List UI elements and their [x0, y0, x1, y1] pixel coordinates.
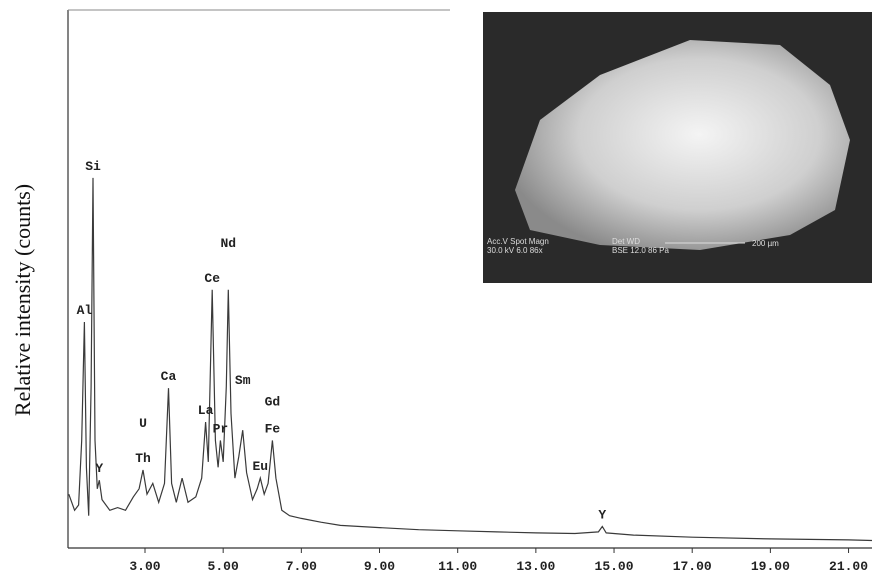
peak-label: Al — [77, 303, 93, 318]
x-tick-label: 9.00 — [364, 559, 395, 574]
peak-label: Gd — [265, 395, 281, 410]
x-tick-label: 3.00 — [129, 559, 160, 574]
peak-label: Sm — [235, 373, 251, 388]
peak-label: Ce — [204, 271, 220, 286]
x-tick-label: 17.00 — [673, 559, 712, 574]
x-tick-label: 15.00 — [595, 559, 634, 574]
inset-rock — [515, 40, 850, 250]
peak-label: Pr — [213, 421, 229, 436]
inset-label: 200 µm — [752, 239, 779, 248]
x-tick-label: 13.00 — [516, 559, 555, 574]
peak-label: Nd — [220, 236, 236, 251]
sem-inset — [483, 12, 872, 283]
spectrum-line — [68, 177, 873, 542]
peak-label: Si — [85, 159, 101, 174]
inset-label: BSE 12.0 86 Pa — [612, 246, 669, 255]
x-tick-label: 19.00 — [751, 559, 790, 574]
peak-label: Eu — [252, 459, 268, 474]
peak-label: La — [198, 403, 214, 418]
inset-label: Det WD — [612, 237, 640, 246]
x-tick-label: 21.00 — [829, 559, 868, 574]
inset-label: 30.0 kV 6.0 86x — [487, 246, 543, 255]
x-tick-label: 11.00 — [438, 559, 477, 574]
peak-label: Th — [135, 451, 151, 466]
peak-label: U — [139, 416, 147, 431]
x-tick-label: 5.00 — [208, 559, 239, 574]
peak-label: Y — [598, 507, 606, 522]
peak-label: Fe — [265, 421, 281, 436]
inset-label: Acc.V Spot Magn — [487, 237, 549, 246]
peak-label: Ca — [161, 369, 177, 384]
peak-label: Y — [95, 461, 103, 476]
x-tick-label: 7.00 — [286, 559, 317, 574]
y-axis-label: Relative intensity (counts) — [10, 184, 35, 416]
